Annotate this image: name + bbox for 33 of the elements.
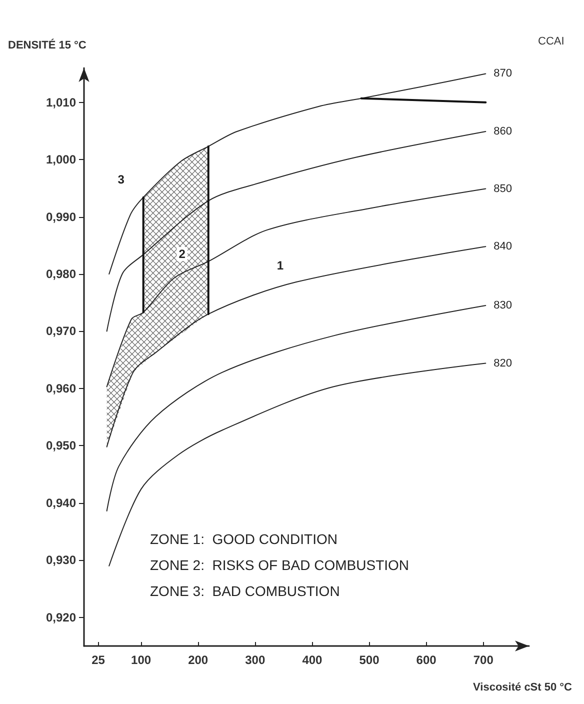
y-tick-label: 0,970 <box>46 324 76 338</box>
x-tick-label: 500 <box>359 653 380 667</box>
y-tick-label: 0,990 <box>46 210 76 224</box>
series-label: 840 <box>494 240 512 253</box>
y-tick-label: 0,980 <box>46 267 76 282</box>
series-label: 820 <box>494 357 512 370</box>
x-tick-label: 200 <box>188 653 208 667</box>
y-axis-title: DENSITÉ 15 °C <box>8 38 86 52</box>
annotation: ZONE 3: BAD COMBUSTION <box>150 583 340 599</box>
y-tick-label: 0,930 <box>46 553 76 568</box>
x-tick-label: 300 <box>245 653 266 667</box>
x-tick-label: 700 <box>473 653 494 667</box>
x-axis-title: Viscosité cSt 50 °C <box>473 682 572 694</box>
series-label: 850 <box>494 182 512 195</box>
annotation: ZONE 2: RISKS OF BAD COMBUSTION <box>150 557 410 573</box>
annotation: 1 <box>276 258 284 272</box>
series-label: 870 <box>494 68 512 80</box>
legend-title: CCAI <box>538 36 564 48</box>
y-tick-label: 1,010 <box>46 95 76 110</box>
series-label: 830 <box>494 299 512 312</box>
y-tick-label: 0,940 <box>46 496 76 510</box>
annotation: ZONE 1: GOOD CONDITION <box>150 531 338 547</box>
series-label: 860 <box>494 126 512 138</box>
x-tick-label: 400 <box>302 653 323 667</box>
y-tick-label: 0,960 <box>46 381 76 396</box>
y-tick-label: 0,920 <box>46 610 76 624</box>
x-tick-label: 25 <box>92 653 106 667</box>
annotation: 2 <box>178 246 186 261</box>
y-tick-label: 1,000 <box>46 152 76 167</box>
x-tick-label: 100 <box>131 653 152 667</box>
x-tick-label: 600 <box>416 653 437 667</box>
annotation: 3 <box>118 172 125 187</box>
y-tick-label: 0,950 <box>46 438 76 453</box>
